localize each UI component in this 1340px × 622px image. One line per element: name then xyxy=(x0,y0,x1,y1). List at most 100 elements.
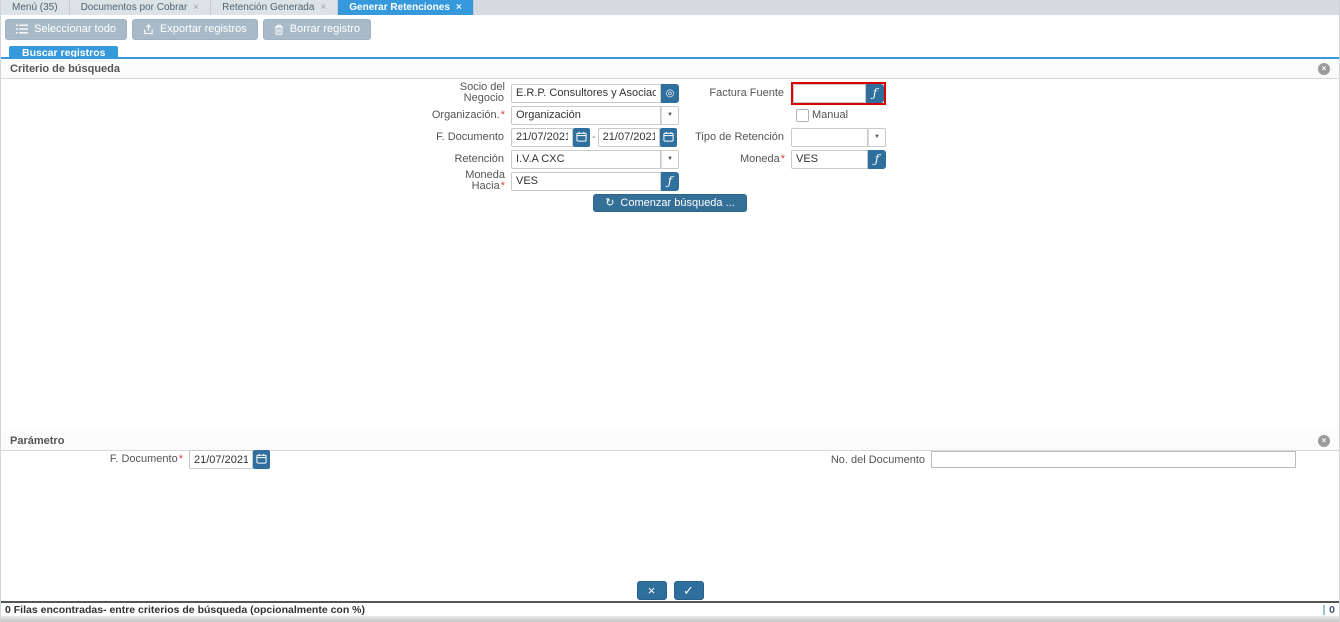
trash-icon xyxy=(274,24,284,35)
tab-label: Menú (35) xyxy=(12,2,58,13)
retencion-dropdown-button[interactable]: ▼ xyxy=(661,149,679,169)
check-icon: ✓ xyxy=(683,583,694,598)
calendar-button[interactable] xyxy=(573,127,590,147)
record-search-icon: ƒ xyxy=(874,152,880,166)
section-title: Criterio de búsqueda xyxy=(10,62,121,75)
statusbar-divider xyxy=(1,601,1339,603)
moneda-input[interactable] xyxy=(791,149,868,169)
collapse-icon[interactable]: × xyxy=(1318,434,1330,447)
retencion-label: Retención xyxy=(454,152,504,165)
socio-negocio-label: Socio del Negocio xyxy=(459,81,505,104)
manual-checkbox[interactable] xyxy=(796,108,809,122)
close-icon[interactable]: × xyxy=(455,1,462,13)
tab-label: Documentos por Cobrar xyxy=(80,2,188,13)
toolbar: Seleccionar todo Exportar registros Borr… xyxy=(1,15,1339,43)
active-tab-underline xyxy=(1,57,1339,59)
button-label: Comenzar búsqueda ... xyxy=(620,197,735,209)
f-documento-label: F. Documento xyxy=(436,130,504,143)
chevron-down-icon: ▼ xyxy=(874,134,880,140)
section-title: Parámetro xyxy=(10,434,65,447)
tab-retencion-generada[interactable]: Retención Generada × xyxy=(211,0,339,15)
window-tabbar: Menú (35) Documentos por Cobrar × Retenc… xyxy=(1,0,1339,15)
parametro-form-row: F. Documento* No. del Documento xyxy=(1,450,1339,469)
export-icon xyxy=(143,23,154,35)
chevron-down-icon: ▼ xyxy=(667,112,673,118)
button-label: Seleccionar todo xyxy=(34,23,116,35)
tab-documentos-por-cobrar[interactable]: Documentos por Cobrar × xyxy=(69,0,212,15)
status-right: 0 xyxy=(1323,604,1335,616)
factura-fuente-search-button[interactable]: ƒ xyxy=(866,83,884,103)
calendar-icon xyxy=(256,452,267,467)
calendar-icon xyxy=(576,130,587,145)
organizacion-input[interactable] xyxy=(511,105,661,125)
collapse-icon[interactable]: × xyxy=(1318,62,1330,75)
calendar-icon xyxy=(663,130,674,145)
date-range-separator: - xyxy=(592,131,596,143)
factura-fuente-label: Factura Fuente xyxy=(709,86,784,99)
export-records-button[interactable]: Exportar registros xyxy=(131,18,258,40)
moneda-search-button[interactable]: ƒ xyxy=(868,149,886,169)
status-bar: 0 Filas encontradas- entre criterios de … xyxy=(1,603,1339,616)
record-search-icon: ƒ xyxy=(872,86,878,100)
moneda-label: Moneda* xyxy=(739,152,785,165)
record-search-icon: ƒ xyxy=(667,174,673,188)
tab-label: Generar Retenciones xyxy=(349,2,450,13)
business-partner-icon: ◎ xyxy=(665,87,675,99)
parametro-section-header: Parámetro × xyxy=(1,431,1339,451)
button-label: Borrar registro xyxy=(289,23,361,35)
form-row: F. Documento - Tipo de Retención ▼ xyxy=(1,126,1339,148)
search-tab-row: Buscar registros xyxy=(1,43,1339,60)
f-documento-from-input[interactable] xyxy=(511,127,573,147)
f-documento-to-input[interactable] xyxy=(597,127,660,147)
close-icon[interactable]: × xyxy=(320,1,327,13)
moneda-hacia-label: Moneda Hacia* xyxy=(465,169,505,192)
moneda-hacia-input[interactable] xyxy=(511,171,661,191)
tab-label: Retención Generada xyxy=(222,2,315,13)
close-icon[interactable]: × xyxy=(193,1,200,13)
form-row: Moneda Hacia* ƒ xyxy=(1,170,1339,192)
status-message: 0 Filas encontradas- entre criterios de … xyxy=(5,603,365,616)
factura-fuente-mandatory-highlight: ƒ xyxy=(791,81,886,105)
select-all-button[interactable]: Seleccionar todo xyxy=(5,18,127,40)
status-separator xyxy=(1323,604,1326,615)
calendar-button[interactable] xyxy=(659,127,677,147)
param-f-documento-label: F. Documento* xyxy=(109,453,183,465)
start-search-button[interactable]: ↻ Comenzar búsqueda ... xyxy=(593,194,747,212)
chevron-down-icon: ▼ xyxy=(667,156,673,162)
tipo-retencion-label: Tipo de Retención xyxy=(695,130,784,143)
tab-generar-retenciones[interactable]: Generar Retenciones × xyxy=(338,0,474,15)
cancel-button[interactable]: × xyxy=(636,581,667,600)
criteria-form: Socio del Negocio ◎ Factura Fuente ƒ Org… xyxy=(1,81,1339,212)
manual-label: Manual xyxy=(812,109,849,121)
form-row: Socio del Negocio ◎ Factura Fuente ƒ xyxy=(1,81,1339,105)
no-documento-input[interactable] xyxy=(931,451,1296,468)
param-f-documento-input[interactable] xyxy=(189,450,253,469)
window-bottom-edge xyxy=(1,616,1339,622)
calendar-button[interactable] xyxy=(253,450,270,469)
criteria-section-header: Criterio de búsqueda × xyxy=(1,59,1339,79)
tab-menu[interactable]: Menú (35) xyxy=(1,0,70,15)
search-button-row: ↻ Comenzar búsqueda ... xyxy=(1,194,1339,212)
refresh-icon: ↻ xyxy=(605,196,615,209)
list-icon xyxy=(16,24,28,34)
form-row: Retención ▼ Moneda* ƒ xyxy=(1,148,1339,170)
button-label: Exportar registros xyxy=(159,23,247,35)
tab-buscar-registros[interactable]: Buscar registros xyxy=(9,46,119,60)
socio-negocio-input[interactable] xyxy=(511,83,661,103)
retencion-input[interactable] xyxy=(511,149,661,169)
tipo-retencion-dropdown-button[interactable]: ▼ xyxy=(868,127,886,147)
organizacion-dropdown-button[interactable]: ▼ xyxy=(661,105,679,125)
cancel-x-icon: × xyxy=(647,583,656,598)
row-count: 0 xyxy=(1329,603,1335,616)
no-documento-label: No. del Documento xyxy=(830,453,925,466)
confirm-button[interactable]: ✓ xyxy=(673,581,704,600)
form-row: Organización.* ▼ Manual xyxy=(1,104,1339,126)
organizacion-label: Organización.* xyxy=(431,108,505,121)
business-partner-search-button[interactable]: ◎ xyxy=(661,83,679,103)
tipo-retencion-input[interactable] xyxy=(791,127,868,147)
delete-record-button[interactable]: Borrar registro xyxy=(262,18,372,40)
moneda-hacia-search-button[interactable]: ƒ xyxy=(661,171,679,191)
factura-fuente-input[interactable] xyxy=(793,83,866,103)
confirm-panel: × ✓ xyxy=(1,581,1339,600)
